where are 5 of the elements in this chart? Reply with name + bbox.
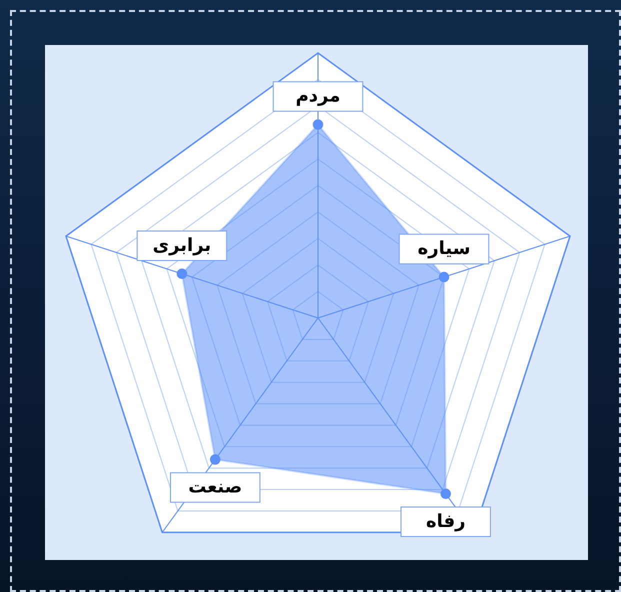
spoke-label: مردم xyxy=(296,86,340,107)
spoke-label: رفاه xyxy=(426,510,466,532)
spoke-label: صنعت xyxy=(188,476,242,498)
spoke-label: سیاره xyxy=(418,238,470,260)
spoke-label: برابری xyxy=(152,234,212,256)
